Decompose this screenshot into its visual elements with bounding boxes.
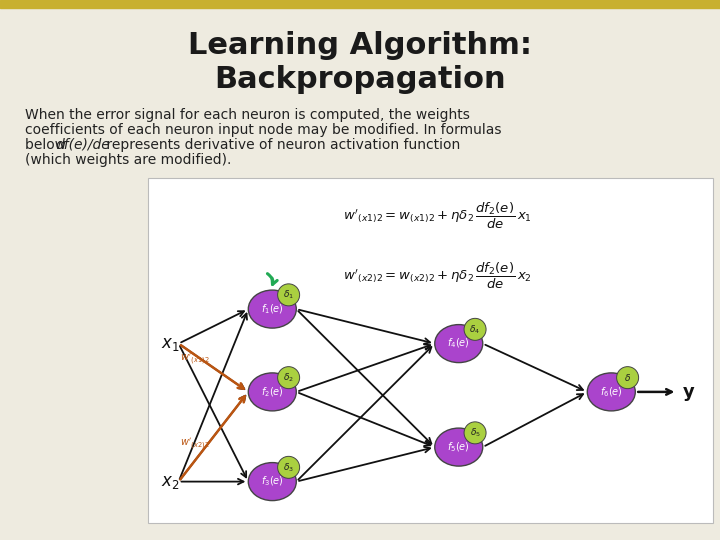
Text: $\delta_2$: $\delta_2$ bbox=[283, 372, 294, 384]
Circle shape bbox=[464, 319, 486, 340]
Text: (which weights are modified).: (which weights are modified). bbox=[25, 153, 231, 167]
Ellipse shape bbox=[248, 463, 297, 501]
Text: $w'_{(x2)2}$: $w'_{(x2)2}$ bbox=[181, 437, 210, 453]
Ellipse shape bbox=[435, 325, 482, 362]
Text: $f_5(e)$: $f_5(e)$ bbox=[447, 440, 470, 454]
Circle shape bbox=[278, 284, 300, 306]
Text: $f_6(e)$: $f_6(e)$ bbox=[600, 385, 623, 399]
Text: When the error signal for each neuron is computed, the weights: When the error signal for each neuron is… bbox=[25, 108, 470, 122]
Text: Backpropagation: Backpropagation bbox=[214, 65, 506, 94]
Text: df(e)/de: df(e)/de bbox=[55, 138, 109, 152]
Text: Learning Algorithm:: Learning Algorithm: bbox=[188, 30, 532, 59]
Text: $f_3(e)$: $f_3(e)$ bbox=[261, 475, 284, 488]
Circle shape bbox=[464, 422, 486, 444]
Text: $f_1(e)$: $f_1(e)$ bbox=[261, 302, 284, 316]
Text: $f_4(e)$: $f_4(e)$ bbox=[447, 337, 470, 350]
Text: below: below bbox=[25, 138, 71, 152]
Bar bbox=[148, 178, 713, 523]
Text: $x_2$: $x_2$ bbox=[161, 472, 180, 491]
Text: coefficients of each neuron input node may be modified. In formulas: coefficients of each neuron input node m… bbox=[25, 123, 502, 137]
Bar bbox=[0, 0, 720, 8]
Text: $f_2(e)$: $f_2(e)$ bbox=[261, 385, 284, 399]
Text: y: y bbox=[683, 383, 695, 401]
Text: $x_1$: $x_1$ bbox=[161, 335, 180, 353]
Circle shape bbox=[278, 456, 300, 478]
Text: represents derivative of neuron activation function: represents derivative of neuron activati… bbox=[102, 138, 460, 152]
Text: $w'_{(x1)2}$: $w'_{(x1)2}$ bbox=[181, 352, 210, 367]
Ellipse shape bbox=[435, 428, 482, 466]
Text: $\delta_5$: $\delta_5$ bbox=[469, 427, 480, 439]
Circle shape bbox=[616, 367, 639, 389]
Ellipse shape bbox=[248, 290, 297, 328]
Circle shape bbox=[278, 367, 300, 389]
Ellipse shape bbox=[588, 373, 635, 411]
Text: $\delta_1$: $\delta_1$ bbox=[283, 288, 294, 301]
Text: $\delta_4$: $\delta_4$ bbox=[469, 323, 481, 335]
Ellipse shape bbox=[248, 373, 297, 411]
Text: $\delta_3$: $\delta_3$ bbox=[283, 461, 294, 474]
Text: $\delta$: $\delta$ bbox=[624, 372, 631, 383]
Text: $w'_{(x1)2} = w_{(x1)2} + \eta\delta_2\,\dfrac{df_2(e)}{de}\,x_1$: $w'_{(x1)2} = w_{(x1)2} + \eta\delta_2\,… bbox=[343, 201, 532, 231]
Text: $w'_{(x2)2} = w_{(x2)2} + \eta\delta_2\,\dfrac{df_2(e)}{de}\,x_2$: $w'_{(x2)2} = w_{(x2)2} + \eta\delta_2\,… bbox=[343, 261, 532, 291]
